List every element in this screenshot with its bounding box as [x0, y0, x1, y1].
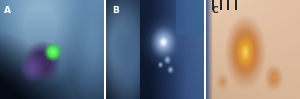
Text: C: C	[212, 6, 219, 15]
Text: B: B	[112, 6, 119, 15]
Text: A: A	[4, 6, 11, 15]
